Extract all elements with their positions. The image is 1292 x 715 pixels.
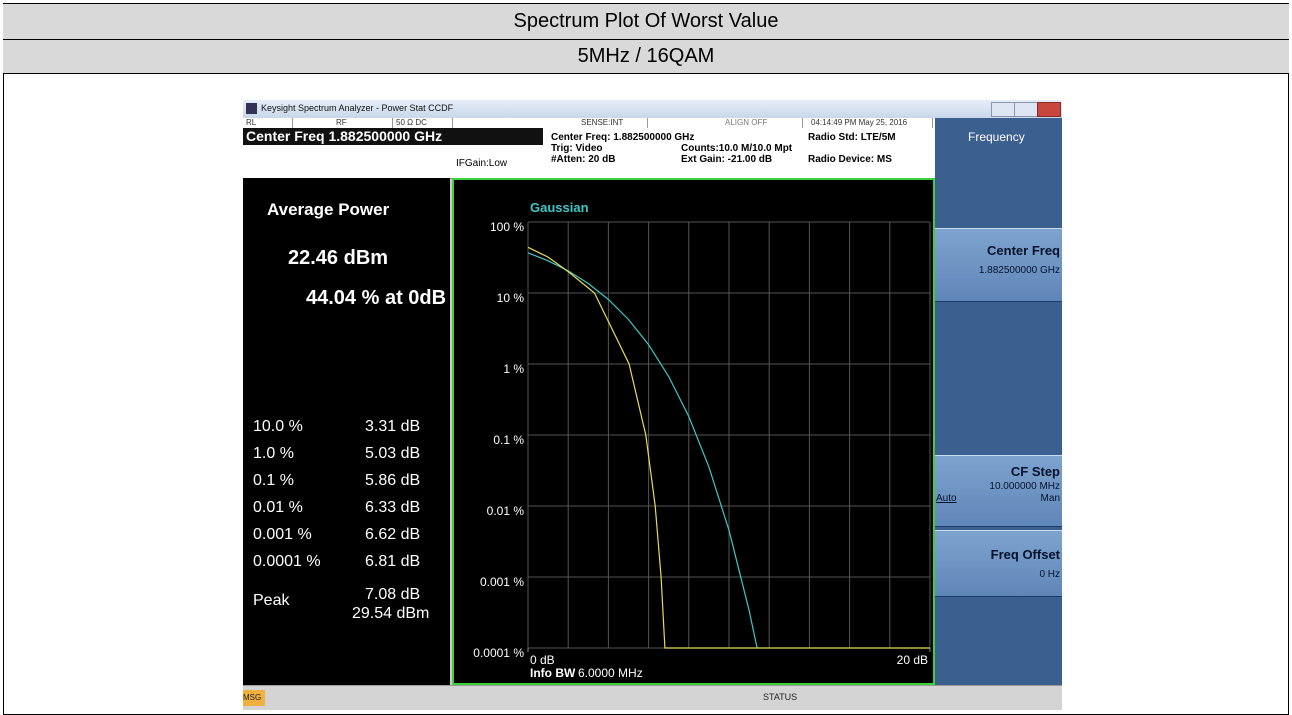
- setting: Radio Std: LTE/5M: [808, 132, 896, 143]
- status-row: [243, 118, 935, 128]
- info-bw-label: Info BW: [530, 666, 576, 680]
- info-bw: 6.0000 MHz: [578, 666, 643, 680]
- setting: Counts:10.0 M/10.0 Mpt: [681, 143, 793, 154]
- results-title: Average Power: [267, 200, 390, 219]
- status-item: ALIGN OFF: [713, 118, 803, 128]
- setting: Trig: Video: [551, 143, 603, 154]
- close-button[interactable]: [1037, 102, 1061, 117]
- result-value: 5.03 dB: [365, 445, 421, 462]
- softkey-label: Center Freq: [987, 243, 1060, 258]
- result-label: 0.001 %: [253, 526, 312, 543]
- series-line: [527, 246, 930, 649]
- softkey-option: Auto: [936, 493, 957, 504]
- y-tick-label: 0.1 %: [493, 433, 524, 447]
- softkey-option: Man: [1040, 493, 1060, 504]
- result-label: 0.01 %: [253, 499, 303, 516]
- peak-dbm: 29.54 dBm: [352, 605, 430, 622]
- subtitle-row: 5MHz / 16QAM: [3, 40, 1289, 74]
- softkey-value: 1.882500000 GHz: [978, 265, 1060, 276]
- setting: #Atten: 20 dB: [551, 154, 616, 165]
- peak-db: 7.08 dB: [365, 586, 421, 603]
- y-tick-label: 0.0001 %: [473, 646, 524, 660]
- status-item: 50 Ω DC: [393, 118, 453, 128]
- average-ccdf: 44.04 % at 0dB: [306, 287, 447, 309]
- result-label: 10.0 %: [253, 418, 303, 435]
- bottom-bar: MSG STATUS: [243, 685, 1062, 710]
- softkey-value: 0 Hz: [1039, 569, 1060, 580]
- window-title: Keysight Spectrum Analyzer - Power Stat …: [261, 103, 454, 113]
- average-power: 22.46 dBm: [288, 247, 389, 269]
- status-item: SENSE:INT: [578, 118, 648, 128]
- peak-label: Peak: [253, 592, 290, 609]
- y-tick-label: 1 %: [503, 362, 524, 376]
- y-tick-label: 0.01 %: [487, 504, 525, 518]
- msg: MSG: [243, 690, 265, 706]
- softkey[interactable]: Freq Offset 0 Hz: [935, 530, 1062, 597]
- app-icon: [246, 103, 257, 114]
- legend-label: Gaussian: [530, 200, 589, 215]
- x-tick-label: 0 dB: [530, 653, 555, 667]
- result-value: 6.81 dB: [365, 553, 421, 570]
- y-tick-label: 0.001 %: [480, 575, 524, 589]
- status-item: RF: [333, 118, 393, 128]
- softkey-label: Freq Offset: [990, 547, 1060, 562]
- result-value: 6.33 dB: [365, 499, 421, 516]
- setting: Center Freq: 1.882500000 GHz: [551, 132, 695, 143]
- result-value: 6.62 dB: [365, 526, 421, 543]
- results-panel: [243, 178, 450, 685]
- chart-frame: [452, 178, 935, 685]
- y-tick-label: 10 %: [497, 291, 525, 305]
- status-label: STATUS: [763, 692, 798, 702]
- softkey-value: 10.000000 MHz: [989, 481, 1060, 492]
- result-label: 0.1 %: [253, 472, 294, 489]
- result-value: 5.86 dB: [365, 472, 421, 489]
- menu-title: Frequency: [968, 130, 1025, 144]
- title: Spectrum Plot Of Worst Value: [513, 10, 779, 32]
- title-bar: Keysight Spectrum Analyzer - Power Stat …: [243, 100, 1062, 118]
- setting: Ext Gain: -21.00 dB: [681, 154, 773, 165]
- result-value: 3.31 dB: [365, 418, 421, 435]
- softkey-label: CF Step: [1010, 464, 1060, 479]
- x-tick-label: 20 dB: [897, 653, 928, 667]
- softkey[interactable]: CF Step 10.000000 MHz Auto Man: [935, 455, 1062, 527]
- setting: Radio Device: MS: [808, 154, 892, 165]
- status-item: 04:14:49 PM May 25, 2016: [808, 118, 933, 128]
- restore-button[interactable]: [1014, 102, 1038, 117]
- status-item: RL: [243, 118, 293, 128]
- y-tick-label: 100 %: [490, 220, 524, 234]
- result-label: 0.0001 %: [253, 553, 321, 570]
- if-gain: IFGain:Low: [456, 158, 508, 169]
- chart: Gaussian Info BW 6.0000 MHz 100 % 10 % 1 %…: [452, 178, 935, 685]
- center-freq: Center Freq 1.882500000 GHz: [246, 128, 443, 144]
- softkey-panel: [935, 118, 1062, 685]
- subtitle: 5MHz / 16QAM: [577, 45, 715, 67]
- softkey[interactable]: Center Freq 1.882500000 GHz: [935, 228, 1062, 302]
- title-row: Spectrum Plot Of Worst Value: [3, 4, 1289, 40]
- active-function: Center Freq 1.882500000 GHz: [243, 128, 543, 145]
- result-label: 1.0 %: [253, 445, 294, 462]
- minimize-button[interactable]: [991, 102, 1015, 117]
